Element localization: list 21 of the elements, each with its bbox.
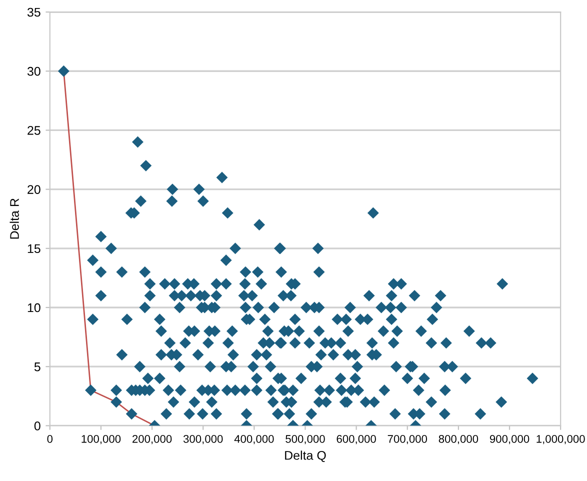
- y-tick-label: 30: [27, 66, 40, 76]
- x-tick-label: 200,000: [132, 435, 172, 444]
- x-tick-label: 300,000: [183, 435, 223, 444]
- y-tick-label: 25: [28, 126, 40, 135]
- y-tick-label: 5: [34, 362, 40, 372]
- y-axis-title: Delta R: [10, 198, 19, 239]
- y-tick-label: 35: [27, 8, 40, 17]
- x-tick-label: 0: [47, 435, 53, 443]
- y-tick-label: 10: [28, 303, 40, 312]
- y-tick-label: 15: [28, 244, 40, 254]
- y-tick-label: 0: [34, 421, 40, 430]
- x-tick-label: 600,000: [336, 435, 376, 444]
- x-tick-label: 1,000,000: [536, 435, 585, 444]
- y-tick-label: 20: [28, 185, 40, 194]
- x-tick-label: 900,000: [490, 435, 530, 444]
- x-tick-label: 500,000: [286, 435, 325, 444]
- x-tick-label: 400,000: [234, 435, 274, 444]
- x-tick-label: 700,000: [388, 435, 428, 444]
- x-tick-label: 800,000: [438, 435, 478, 444]
- x-tick-label: 100,000: [82, 435, 121, 444]
- x-axis-title: Delta Q: [285, 450, 326, 462]
